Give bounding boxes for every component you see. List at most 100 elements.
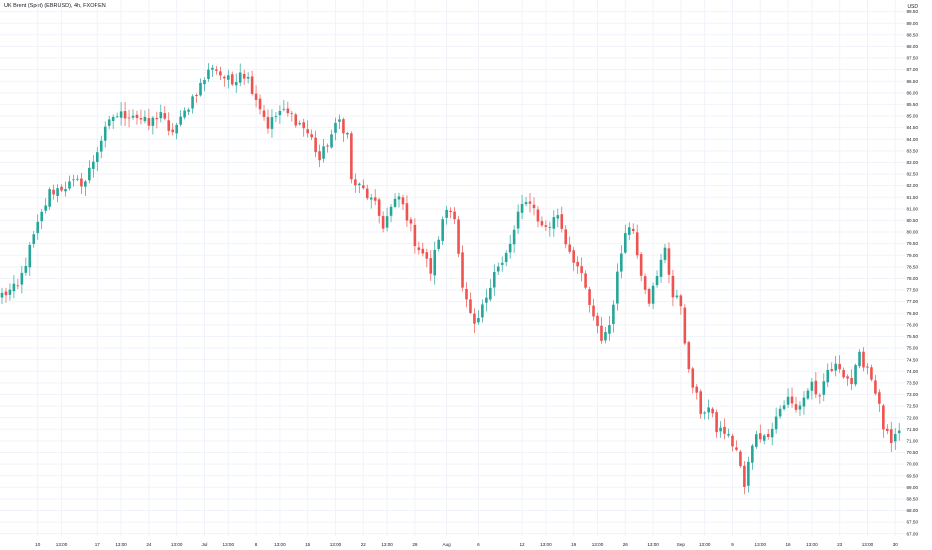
candle-up [143, 116, 147, 122]
y-tick-label: 69.00 [907, 485, 919, 490]
x-tick-label: 13:00 [806, 542, 818, 547]
y-tick-label: 76.00 [907, 322, 919, 327]
y-tick-label: 73.00 [907, 392, 919, 397]
candle-up [56, 188, 59, 196]
x-tick-label: 10 [35, 542, 41, 547]
candle-up [552, 217, 556, 229]
candle-up [385, 216, 389, 228]
candle-up [707, 407, 710, 413]
y-tick-label: 85.50 [907, 102, 919, 107]
candle-down [258, 98, 262, 110]
candle-down [683, 307, 687, 344]
candle-down [862, 351, 865, 368]
x-tick-label: 15 [305, 542, 311, 547]
candle-up [20, 272, 24, 285]
candle-up [84, 181, 87, 187]
candle-down [294, 114, 298, 126]
candle-down [667, 248, 671, 275]
candle-down [60, 186, 63, 191]
candle-up [346, 132, 349, 135]
candle-down [350, 133, 353, 180]
candle-up [500, 262, 504, 265]
candle-up [282, 108, 286, 110]
x-tick-label: 29 [412, 542, 418, 547]
x-tick-label: 30 [893, 542, 899, 547]
candle-down [123, 111, 127, 119]
candle-up [508, 243, 512, 253]
candle-up [477, 317, 480, 323]
y-tick-label: 70.00 [907, 462, 919, 467]
candle-down [306, 129, 309, 134]
candle-up [330, 134, 333, 148]
y-tick-label: 74.00 [907, 369, 919, 374]
candle-down [361, 185, 365, 189]
candle-down [528, 201, 532, 204]
x-tick-label: 13:00 [223, 542, 235, 547]
candle-down [429, 258, 433, 274]
candle-down [874, 380, 877, 394]
candle-up [115, 116, 119, 118]
candle-up [393, 198, 397, 207]
y-tick-label: 76.50 [907, 311, 919, 316]
candle-up [322, 146, 325, 159]
candle-up [207, 69, 210, 79]
candle-up [663, 247, 667, 260]
y-tick-label: 77.50 [907, 288, 919, 293]
candle-up [858, 351, 861, 367]
candle-down [461, 252, 464, 288]
candle-down [342, 119, 345, 134]
candle-down [564, 229, 568, 245]
candle-down [870, 367, 873, 380]
candle-down [584, 273, 587, 288]
candle-up [445, 209, 448, 218]
candle-up [0, 292, 4, 298]
candle-down [230, 74, 234, 85]
candle-up [441, 219, 444, 241]
candle-up [755, 434, 758, 447]
y-tick-label: 79.00 [907, 253, 919, 258]
candle-up [8, 289, 12, 295]
candle-down [254, 93, 258, 100]
candle-down [639, 254, 643, 276]
candle-up [274, 116, 278, 118]
y-tick-label: 75.50 [907, 334, 919, 339]
candle-down [600, 325, 603, 341]
candle-down [52, 189, 55, 195]
candle-up [99, 140, 103, 152]
candle-down [421, 248, 425, 254]
y-tick-label: 68.50 [907, 496, 919, 501]
candle-down [671, 275, 675, 298]
candle-down [318, 151, 321, 161]
candle-down [425, 252, 429, 259]
candle-down [631, 228, 635, 231]
candle-down [377, 199, 381, 216]
candle-up [806, 390, 810, 399]
candle-down [310, 134, 313, 138]
candle-up [834, 363, 837, 371]
candle-up [246, 76, 250, 79]
candle-down [758, 433, 762, 440]
x-tick-label: 8 [255, 542, 258, 547]
y-tick-label: 89.00 [907, 21, 919, 26]
candle-up [893, 434, 897, 442]
candle-down [163, 113, 167, 119]
candle-up [234, 82, 238, 86]
candle-down [576, 261, 579, 267]
candle-up [782, 405, 786, 410]
candle-up [433, 249, 437, 276]
candle-up [751, 445, 754, 463]
candle-down [794, 404, 798, 410]
candle-down [469, 299, 472, 313]
candle-up [854, 365, 857, 385]
candle-down [532, 204, 536, 209]
candle-up [659, 259, 663, 277]
candle-up [556, 215, 560, 219]
candle-up [64, 189, 67, 192]
candle-down [886, 428, 889, 431]
y-tick-label: 82.00 [907, 183, 919, 188]
candle-up [298, 123, 302, 125]
currency-label: USD [907, 4, 918, 10]
x-tick-label: 24 [146, 542, 152, 547]
y-tick-label: 89.50 [907, 9, 919, 14]
